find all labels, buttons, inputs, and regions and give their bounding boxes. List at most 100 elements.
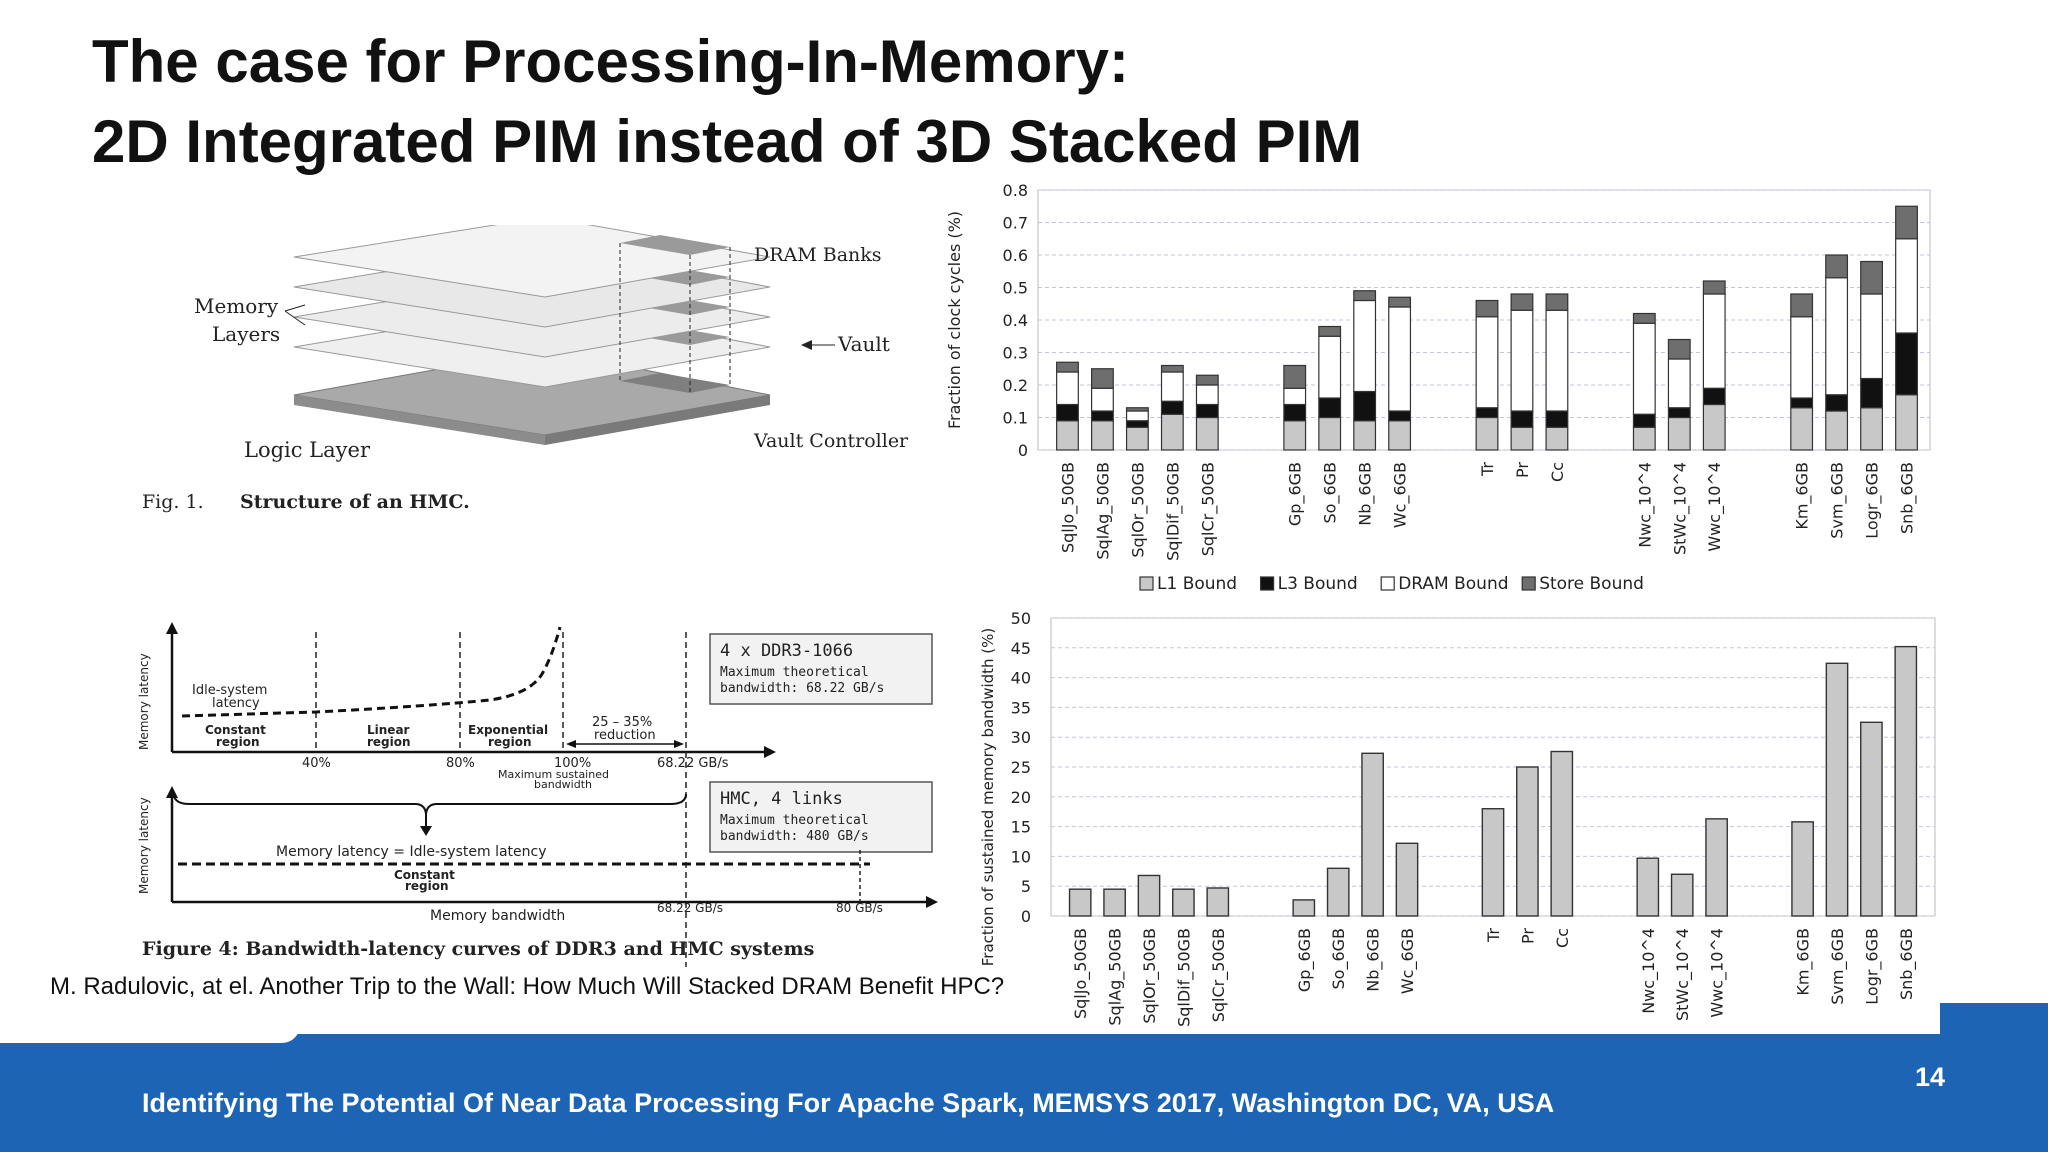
- bar-l1-bound-sqlor-50gb: [1125, 426, 1149, 451]
- constant-region2-label2: region: [405, 879, 449, 893]
- reduction-label2: reduction: [594, 728, 656, 743]
- bar-l3-bound-wc-6gb: [1388, 410, 1412, 422]
- footer-notch: [0, 1003, 300, 1043]
- bar-store-bound-km-6gb: [1790, 293, 1814, 318]
- x-tick-label-2: Pr: [1518, 928, 1537, 944]
- bar-dram-bound-sqlcr-50gb: [1195, 384, 1219, 406]
- tick-6822: 68.22 GB/s: [657, 756, 729, 771]
- legend-swatch-l1-bound: [1139, 576, 1154, 591]
- legend-swatch-dram-bound: [1380, 576, 1395, 591]
- label-logic-layer: Logic Layer: [244, 438, 371, 462]
- y-tick-label-1: 0.2: [1003, 376, 1028, 395]
- bar-store-bound-svm-6gb: [1825, 254, 1849, 279]
- bar-bandwidth-km-6gb: [1791, 821, 1814, 917]
- bar-store-bound-sqlor-50gb: [1125, 407, 1149, 412]
- bar-store-bound-tr: [1475, 299, 1499, 318]
- bar-bandwidth-svm-6gb: [1825, 662, 1849, 917]
- bar-store-bound-cc: [1545, 293, 1569, 311]
- bar-l1-bound-cc: [1545, 426, 1569, 451]
- bar-l1-bound-sqlcr-50gb: [1195, 416, 1219, 451]
- idle-latency-line1: Idle-system: [192, 683, 267, 698]
- x-tick-label-2: SqlDif_50GB: [1174, 928, 1194, 1026]
- footer-bar: [0, 1034, 2048, 1152]
- legend-swatch-store-bound: [1521, 576, 1536, 591]
- x-tick-label-2: Nb_6GB: [1364, 928, 1384, 992]
- bar-l1-bound-sqljo-50gb: [1056, 420, 1079, 451]
- x-tick-label-2: Wc_6GB: [1398, 928, 1418, 994]
- x-tick-label-2: Svm_6GB: [1828, 928, 1848, 1005]
- slide-title-line2: 2D Integrated PIM instead of 3D Stacked …: [92, 108, 1363, 175]
- legend-label-dram-bound: DRAM Bound: [1398, 574, 1508, 594]
- bar-dram-bound-snb-6gb: [1895, 238, 1918, 334]
- bar-dram-bound-sqlor-50gb: [1125, 410, 1149, 422]
- y-axis-label-1: Fraction of clock cycles (%): [945, 211, 964, 429]
- x-tick-label-1: Nb_6GB: [1356, 462, 1376, 526]
- idle-latency-line2: latency: [212, 696, 260, 711]
- max-sustained-label2: bandwidth: [534, 778, 592, 791]
- bar-l1-bound-sqlag-50gb: [1091, 420, 1114, 451]
- bar-l1-bound-km-6gb: [1790, 407, 1814, 451]
- x-tick-label-1: Wc_6GB: [1391, 462, 1411, 528]
- slide-title-line1: The case for Processing-In-Memory:: [92, 28, 1129, 95]
- hmc-info-box: [709, 781, 933, 853]
- bar-store-bound-wc-6gb: [1388, 296, 1412, 308]
- exponential-region-label2: region: [488, 735, 532, 749]
- x-tick-label-2: Logr_6GB: [1862, 928, 1882, 1005]
- y-tick-label-2: 50: [1011, 609, 1031, 628]
- bar-dram-bound-gp-6gb: [1283, 387, 1307, 406]
- label-vault: Vault: [837, 332, 890, 356]
- bar-l3-bound-sqldif-50gb: [1160, 400, 1184, 415]
- y-tick-label-1: 0.3: [1003, 344, 1028, 363]
- equal-latency-text: Memory latency = Idle-system latency: [276, 844, 547, 860]
- x-tick-label-1: SqlAg_50GB: [1093, 462, 1113, 560]
- bandwidth-brace: [173, 793, 687, 815]
- y-tick-label-2: 10: [1011, 847, 1031, 866]
- x-tick-label-2: So_6GB: [1329, 928, 1349, 990]
- tick2-6822: 68.22 GB/s: [657, 901, 723, 915]
- label-dram-banks: DRAM Banks: [754, 244, 882, 266]
- bar-bandwidth-sqlcr-50gb: [1206, 887, 1230, 917]
- bar-dram-bound-svm-6gb: [1825, 277, 1849, 396]
- bar-dram-bound-wwc-10-4: [1702, 293, 1726, 389]
- bar-bandwidth-snb-6gb: [1894, 645, 1918, 917]
- bar-store-bound-so-6gb: [1318, 325, 1342, 337]
- bar-l3-bound-so-6gb: [1318, 397, 1342, 419]
- bar-dram-bound-sqlag-50gb: [1091, 387, 1114, 412]
- bar-dram-bound-nb-6gb: [1353, 299, 1377, 393]
- y-tick-label-1: 0: [1018, 441, 1028, 460]
- x-tick-label-2: StWc_10^4: [1673, 928, 1693, 1021]
- bar-bandwidth-sqljo-50gb: [1068, 888, 1092, 917]
- y-tick-label-1: 0.8: [1003, 182, 1028, 200]
- x-tick-label-1: Km_6GB: [1793, 462, 1813, 530]
- ddr3-box-title: 4 x DDR3-1066: [720, 641, 853, 661]
- legend-label-store-bound: Store Bound: [1539, 574, 1644, 594]
- x-tick-label-1: Cc: [1548, 462, 1567, 482]
- hmc-box-sub2: bandwidth: 480 GB/s: [720, 829, 869, 844]
- bar-store-bound-pr: [1510, 293, 1534, 311]
- x-tick-label-2: SqlCr_50GB: [1209, 928, 1229, 1022]
- legend-label-l1-bound: L1 Bound: [1157, 574, 1237, 594]
- x-tick-label-2: Km_6GB: [1794, 928, 1814, 996]
- constant-region-label1: Constant: [205, 723, 266, 737]
- hmc-caption-text: Structure of an HMC.: [240, 491, 470, 513]
- bar-dram-bound-nwc-10-4: [1632, 322, 1656, 415]
- x-tick-label-1: Logr_6GB: [1863, 462, 1883, 539]
- bar-bandwidth-nwc-10-4: [1636, 857, 1660, 917]
- x-tick-label-1: Wwc_10^4: [1705, 462, 1725, 552]
- tick-80: 80%: [446, 756, 475, 771]
- label-memory: Memory: [194, 294, 279, 318]
- bar-bandwidth-pr: [1516, 766, 1539, 917]
- bar-store-bound-sqldif-50gb: [1160, 364, 1184, 373]
- y-tick-label-1: 0.7: [1003, 214, 1028, 233]
- bar-store-bound-sqlcr-50gb: [1195, 374, 1219, 386]
- latency-bottom-ylabel: Memory latency: [137, 797, 151, 894]
- x-tick-label-1: StWc_10^4: [1670, 462, 1690, 555]
- x-tick-label-2: SqlOr_50GB: [1140, 928, 1160, 1024]
- x-tick-label-1: Gp_6GB: [1286, 462, 1306, 526]
- y-tick-label-2: 45: [1011, 639, 1031, 658]
- slide-title: The case for Processing-In-Memory: 2D In…: [92, 22, 1362, 182]
- y-tick-label-1: 0.1: [1003, 409, 1028, 428]
- bar-dram-bound-pr: [1510, 309, 1534, 412]
- bandwidth-xlabel: Memory bandwidth: [430, 908, 565, 924]
